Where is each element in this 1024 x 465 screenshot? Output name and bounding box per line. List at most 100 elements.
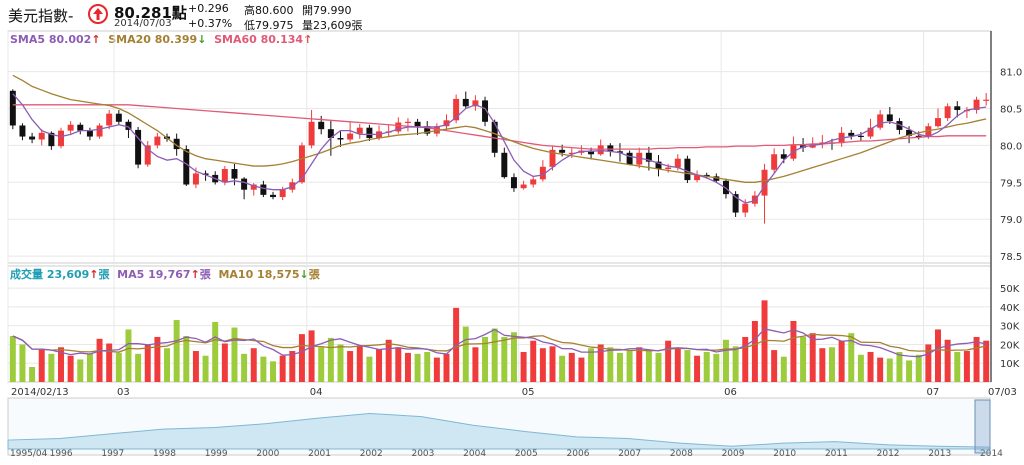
volume-bar (472, 347, 479, 382)
overview-year-label: 2000 (256, 449, 279, 459)
day-open: 開79.990 (302, 4, 352, 17)
candle-body (501, 152, 508, 178)
candle-body (684, 158, 691, 181)
volume-bar (106, 343, 113, 382)
candle-body (944, 106, 951, 119)
volume-bar (742, 336, 749, 382)
overview-year-label: 2014 (980, 449, 1003, 459)
last-price: 80.281點 (114, 4, 187, 22)
vol-ma10-line (12, 333, 987, 353)
sma60-legend: SMA60 80.134↑ (214, 33, 313, 46)
date-tick-label: 2014/02/13 (11, 387, 69, 398)
volume-bar (327, 337, 334, 382)
vol-ma5-line (12, 328, 987, 358)
candle-body (356, 127, 363, 134)
volume-bar (510, 332, 517, 382)
volume-bar (588, 348, 595, 382)
candle-body (279, 189, 286, 198)
candle-body (38, 132, 45, 140)
quote-date: 2014/07/03 (114, 18, 172, 29)
volume-bar (838, 340, 845, 382)
volume-bar (800, 336, 807, 382)
candle-body (568, 152, 575, 154)
volume-bar (9, 336, 16, 382)
candle-body (424, 126, 431, 134)
volume-bar (96, 338, 103, 382)
candle-body (96, 125, 103, 137)
volume-bar (915, 354, 922, 382)
candle-body (29, 136, 36, 140)
price-change: +0.296 (188, 2, 229, 15)
volume-bar (539, 348, 546, 382)
overview-year-label: 1998 (153, 449, 176, 459)
candle-body (86, 130, 93, 137)
volume-bar (308, 330, 315, 382)
volume-bar (877, 357, 884, 382)
candle-body (742, 203, 749, 213)
candle-body (491, 121, 498, 153)
volume-bar (790, 320, 797, 382)
candle-body (925, 126, 932, 137)
date-tick-label: 07 (927, 387, 940, 398)
day-low: 低79.975 (244, 19, 294, 32)
overview-selection-handle[interactable] (974, 399, 991, 454)
volume-bar (318, 347, 325, 382)
volume-bar (857, 354, 864, 382)
volume-legend: 成交量 23,609↑張 (10, 268, 110, 281)
candle-body (973, 99, 980, 110)
date-tick-label: 05 (522, 387, 535, 398)
candle-body (896, 121, 903, 130)
volume-bar (973, 336, 980, 382)
volume-tick-label: 30K (1000, 322, 1020, 333)
last-date-label: 07/03 (988, 387, 1017, 398)
candle-body (819, 142, 826, 144)
sma5-line (12, 93, 987, 204)
candle-body (135, 129, 142, 165)
volume-bar (414, 353, 421, 382)
candle-body (761, 169, 768, 196)
volume-bar (356, 346, 363, 382)
price-tick-label: 79.0 (1000, 215, 1022, 226)
candle-body (347, 133, 354, 140)
candle-body (877, 114, 884, 128)
volume-bar (173, 320, 180, 382)
candle-body (597, 145, 604, 155)
candle-body (19, 125, 26, 137)
overview-year-label: 2009 (722, 449, 745, 459)
volume-bar (636, 347, 643, 382)
overview-year-label: 2012 (877, 449, 900, 459)
overview-year-label: 2004 (463, 449, 486, 459)
instrument-name: 美元指數- (8, 7, 74, 25)
candle-body (58, 130, 64, 147)
volume-bar (944, 339, 951, 382)
volume-bar (819, 348, 826, 382)
candle-body (954, 106, 961, 110)
candle-body (983, 99, 990, 101)
volume-bar (125, 329, 132, 382)
volume-bar (395, 347, 402, 382)
volume-bar (231, 327, 238, 382)
volume-bar (183, 336, 190, 382)
date-tick-label: 06 (724, 387, 737, 398)
volume-bar (366, 356, 373, 382)
volume-bar (250, 348, 257, 382)
overview-year-label: 1996 (50, 449, 73, 459)
candle-body (732, 194, 739, 213)
candle-body (250, 184, 257, 190)
candle-body (482, 100, 489, 122)
up-arrow-icon (88, 4, 108, 24)
volume-bar (896, 351, 903, 382)
date-tick-label: 04 (310, 387, 323, 398)
candle-body (9, 90, 16, 126)
volume-ma-legend: 成交量 23,609↑張 MA5 19,767↑張 MA10 18,575↓張 (10, 266, 320, 282)
volume-bar (645, 350, 652, 382)
volume-bar (694, 355, 701, 382)
candle-body (366, 127, 373, 139)
candle-body (395, 122, 402, 132)
volume-bar (578, 357, 585, 382)
volume-tick-label: 50K (1000, 284, 1020, 295)
volume-bar (48, 353, 55, 382)
candle-body (327, 129, 334, 139)
candle-body (414, 121, 421, 127)
